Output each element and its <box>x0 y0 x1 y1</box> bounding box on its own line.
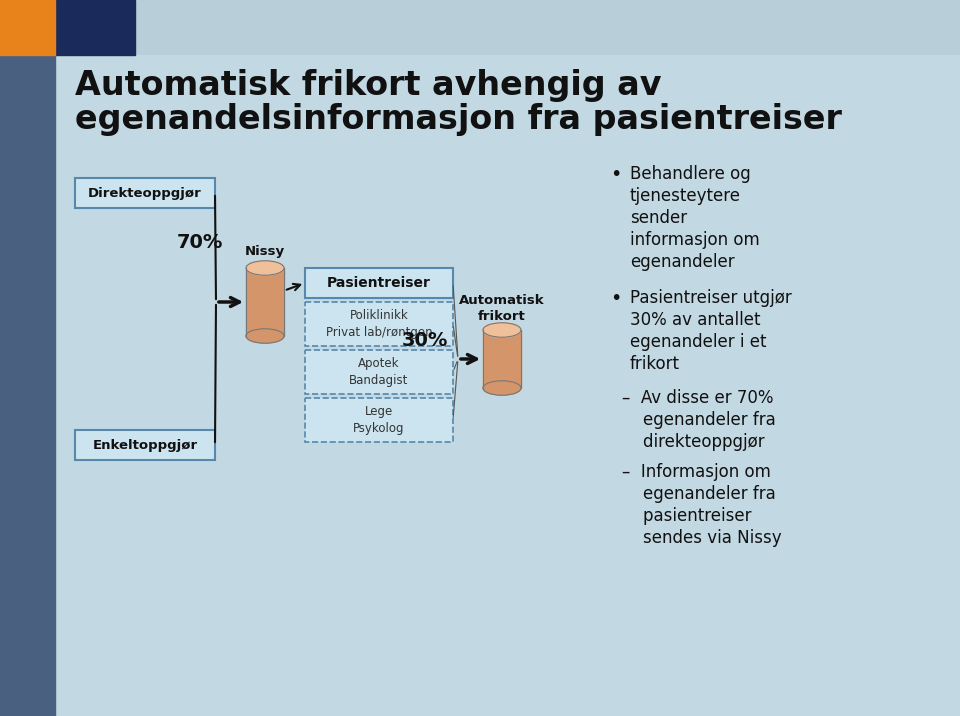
Text: direkteoppgjør: direkteoppgjør <box>622 433 764 451</box>
Text: 30%: 30% <box>402 331 448 349</box>
FancyBboxPatch shape <box>75 430 215 460</box>
FancyBboxPatch shape <box>305 302 453 346</box>
Text: informasjon om: informasjon om <box>630 231 759 249</box>
Text: egenandeler fra: egenandeler fra <box>622 485 776 503</box>
Text: 30% av antallet: 30% av antallet <box>630 311 760 329</box>
Text: Direkteoppgjør: Direkteoppgjør <box>88 186 202 200</box>
FancyBboxPatch shape <box>305 268 453 298</box>
Bar <box>55 0 135 55</box>
Bar <box>483 330 521 388</box>
Text: egenandeler i et: egenandeler i et <box>630 333 766 351</box>
Text: egenandeler fra: egenandeler fra <box>622 411 776 429</box>
Text: Poliklinikk
Privat lab/røntgen: Poliklinikk Privat lab/røntgen <box>325 309 432 339</box>
Text: sendes via Nissy: sendes via Nissy <box>622 529 781 547</box>
Text: egenandeler: egenandeler <box>630 253 734 271</box>
Text: frikort: frikort <box>630 355 680 373</box>
Text: Enkeltoppgjør: Enkeltoppgjør <box>92 438 198 452</box>
Text: Apotek
Bandagist: Apotek Bandagist <box>349 357 409 387</box>
Ellipse shape <box>246 329 284 343</box>
Bar <box>0 0 55 55</box>
Ellipse shape <box>246 261 284 275</box>
Text: egenandelsinformasjon fra pasientreiser: egenandelsinformasjon fra pasientreiser <box>75 104 842 137</box>
FancyBboxPatch shape <box>305 350 453 394</box>
Text: Pasientreiser: Pasientreiser <box>327 276 431 290</box>
Bar <box>0 55 55 716</box>
Text: Nissy: Nissy <box>245 246 285 258</box>
FancyBboxPatch shape <box>305 398 453 442</box>
Text: sender: sender <box>630 209 687 227</box>
Text: –  Informasjon om: – Informasjon om <box>622 463 771 481</box>
Ellipse shape <box>483 381 521 395</box>
Text: Automatisk
frikort: Automatisk frikort <box>459 294 545 322</box>
Text: •: • <box>610 165 621 184</box>
Text: –  Av disse er 70%: – Av disse er 70% <box>622 389 774 407</box>
FancyBboxPatch shape <box>75 178 215 208</box>
Text: Pasientreiser utgjør: Pasientreiser utgjør <box>630 289 792 307</box>
Text: Lege
Psykolog: Lege Psykolog <box>353 405 405 435</box>
Text: tjenesteytere: tjenesteytere <box>630 187 741 205</box>
Text: pasientreiser: pasientreiser <box>622 507 752 525</box>
Text: Behandlere og: Behandlere og <box>630 165 751 183</box>
Ellipse shape <box>483 323 521 337</box>
Text: Automatisk frikort avhengig av: Automatisk frikort avhengig av <box>75 69 661 102</box>
Bar <box>246 268 284 336</box>
Text: 70%: 70% <box>177 233 223 251</box>
Text: •: • <box>610 289 621 308</box>
